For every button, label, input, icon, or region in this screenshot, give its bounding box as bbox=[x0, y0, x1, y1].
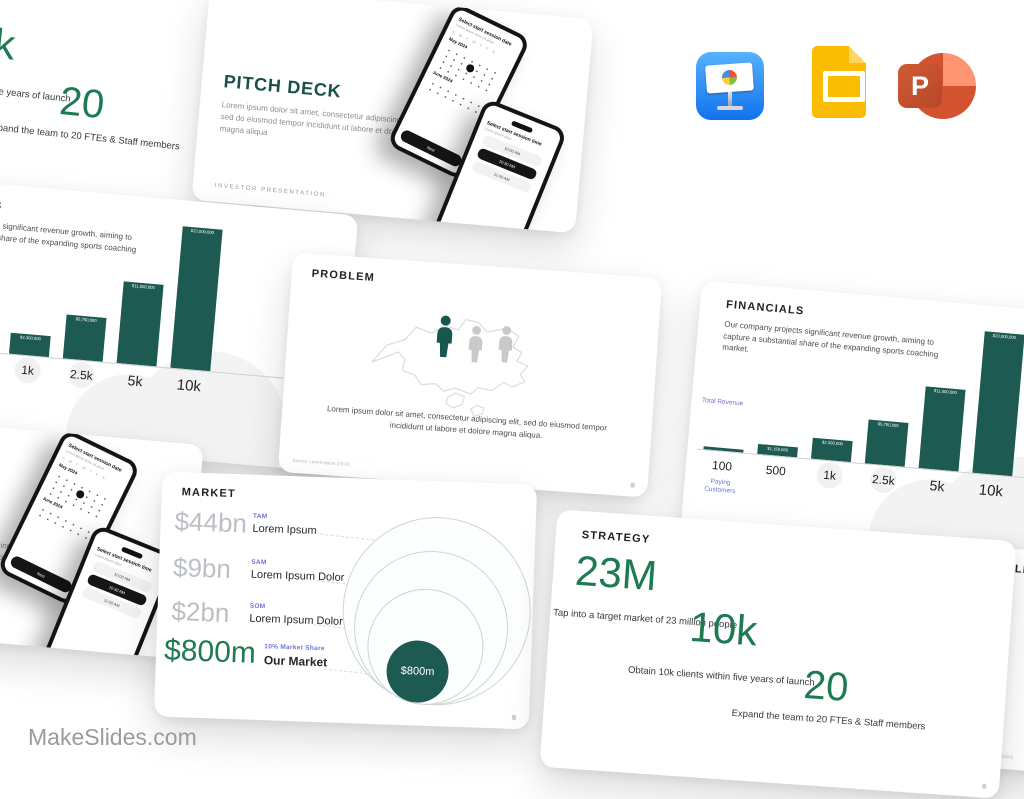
bar-10k: $23,000,000 bbox=[170, 226, 222, 371]
market-tag: SAM bbox=[251, 559, 267, 567]
page-number bbox=[631, 482, 635, 487]
powerpoint-icon[interactable]: P bbox=[898, 50, 976, 122]
stat-value: 20 bbox=[802, 663, 850, 711]
bar-5k: $11,500,000 bbox=[117, 281, 164, 366]
market-tag: SOM bbox=[250, 603, 266, 611]
bar-value-label: $5,750,000 bbox=[868, 420, 908, 428]
pie-chart-glyph bbox=[721, 69, 737, 85]
stat-value: 10k bbox=[688, 603, 759, 656]
bar-2.5k: $5,750,000 bbox=[865, 419, 909, 466]
next-button: Next bbox=[9, 555, 73, 594]
slide-cover: PITCH DECK Lorem ipsum dolor sit amet, c… bbox=[191, 0, 593, 233]
bar-value-label: $5,750,000 bbox=[66, 315, 106, 323]
category-label: 2.5k bbox=[59, 366, 104, 384]
google-slides-icon[interactable] bbox=[812, 46, 866, 118]
powerpoint-letter: P bbox=[898, 64, 942, 108]
market-value: $800m bbox=[164, 634, 257, 671]
keynote-stand bbox=[728, 92, 732, 107]
slide-strategy: STRATEGY 23M Tap into a target market of… bbox=[540, 509, 1017, 798]
market-name: Lorem Ipsum bbox=[252, 523, 317, 537]
stat-value: 23M bbox=[574, 547, 659, 601]
market-value: $44bn bbox=[174, 506, 247, 540]
bar-10k: $23,000,000 bbox=[972, 331, 1024, 476]
bar-value-label: $11,500,000 bbox=[123, 282, 163, 290]
stat-value: 10k bbox=[0, 15, 18, 70]
keynote-icon[interactable] bbox=[696, 52, 764, 120]
bar-value-label: $1,150,000 bbox=[758, 445, 798, 453]
folded-corner bbox=[849, 46, 866, 63]
x-axis-label: Paying Customers bbox=[697, 477, 744, 498]
site-link[interactable]: MakeSlides.com bbox=[28, 724, 197, 751]
slide-title: PITCH DECK bbox=[223, 71, 342, 102]
source-note: Source: Lorem Ipsum (2024) bbox=[292, 458, 349, 467]
stat-value: 20 bbox=[57, 79, 106, 128]
next-button: Next bbox=[399, 129, 463, 168]
market-name: Our Market bbox=[264, 653, 328, 669]
stat-caption: Expand the team to 20 FTEs & Staff membe… bbox=[728, 708, 928, 735]
bar-2.5k: $5,750,000 bbox=[63, 314, 107, 361]
bar-value-label: $2,300,000 bbox=[812, 439, 852, 447]
page-number bbox=[982, 784, 986, 789]
market-value: $9bn bbox=[173, 552, 232, 585]
slide-title: STRATEGY bbox=[581, 529, 650, 546]
category-label: 1k bbox=[5, 361, 50, 379]
bar-value-label: $11,500,000 bbox=[925, 387, 965, 395]
keynote-screen bbox=[705, 62, 754, 93]
slide-title: PROBLEM bbox=[311, 268, 375, 284]
category-label: 1k bbox=[807, 466, 852, 484]
bar-value-label: $23,000,000 bbox=[984, 332, 1024, 340]
stat-caption: Obtain 10k clients within five years of … bbox=[626, 664, 816, 690]
bar-5k: $11,500,000 bbox=[919, 386, 966, 471]
bar-value-label: $23,000,000 bbox=[182, 227, 222, 235]
slide-frame-glyph bbox=[823, 71, 865, 102]
category-label: 2.5k bbox=[861, 471, 906, 489]
category-label: 500 bbox=[753, 462, 798, 480]
slide-market: MARKET $44bn TAM Lorem Ipsum $9bn SAM Lo… bbox=[154, 472, 537, 730]
slide-problem: PROBLEM Lorem ipsum dolor sit amet, cons… bbox=[278, 252, 662, 497]
selected-day bbox=[465, 63, 476, 74]
market-tag: 10% Market Share bbox=[264, 643, 325, 652]
slide-title: MARKET bbox=[181, 486, 236, 500]
person-icon bbox=[464, 325, 488, 365]
selected-day bbox=[75, 489, 86, 500]
person-icon bbox=[431, 314, 458, 360]
market-tag: TAM bbox=[253, 513, 268, 521]
page-number bbox=[512, 715, 516, 720]
slide-footer: INVESTOR PRESENTATION bbox=[214, 183, 326, 199]
keynote-base bbox=[717, 106, 743, 110]
category-label: 100 bbox=[700, 457, 745, 475]
person-icon bbox=[494, 325, 518, 365]
bar-value-label: $2,300,000 bbox=[10, 334, 50, 342]
market-value: $2bn bbox=[171, 596, 230, 629]
